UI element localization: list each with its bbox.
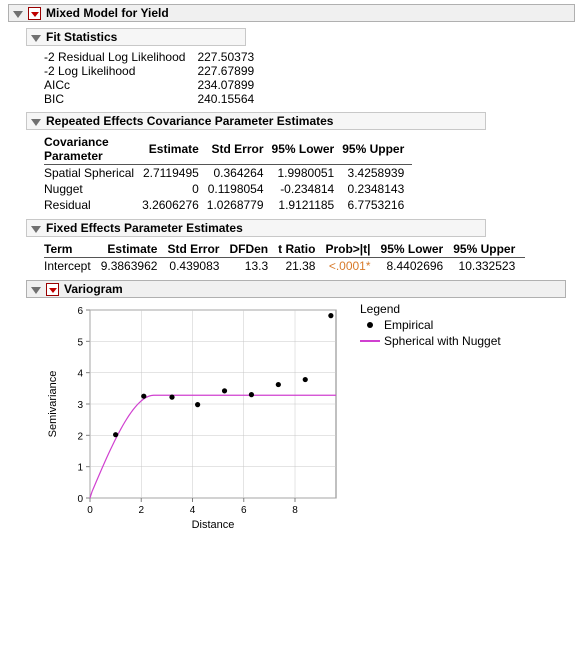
fixed-header[interactable]: Fixed Effects Parameter Estimates xyxy=(26,219,486,237)
col-dfden: DFDen xyxy=(229,241,278,258)
disclosure-icon[interactable] xyxy=(13,11,23,18)
svg-text:6: 6 xyxy=(241,505,247,516)
menu-icon[interactable] xyxy=(28,7,41,20)
legend-empirical: Empirical xyxy=(360,318,501,332)
variogram-legend: Legend Empirical Spherical with Nugget xyxy=(360,302,501,348)
main-title: Mixed Model for Yield xyxy=(46,6,169,20)
main-header[interactable]: Mixed Model for Yield xyxy=(8,4,575,22)
variogram-header[interactable]: Variogram xyxy=(26,280,566,298)
table-row: Residual3.26062761.02687791.91211856.775… xyxy=(44,197,412,213)
disclosure-icon[interactable] xyxy=(31,287,41,294)
col-tratio: t Ratio xyxy=(278,241,325,258)
col-95hi: 95% Upper xyxy=(342,134,412,165)
col-term: Term xyxy=(44,241,101,258)
svg-text:4: 4 xyxy=(190,505,196,516)
table-row: Intercept9.38639620.43908313.321.38<.000… xyxy=(44,258,525,275)
svg-text:4: 4 xyxy=(77,369,83,380)
svg-text:Distance: Distance xyxy=(192,519,235,531)
menu-icon[interactable] xyxy=(46,283,59,296)
svg-text:2: 2 xyxy=(77,431,83,442)
col-estimate: Estimate xyxy=(142,134,207,165)
fixed-table: Term Estimate Std Error DFDen t Ratio Pr… xyxy=(44,241,525,274)
svg-text:5: 5 xyxy=(77,337,83,348)
col-95lo: 95% Lower xyxy=(272,134,343,165)
svg-text:Semivariance: Semivariance xyxy=(47,371,59,438)
svg-text:0: 0 xyxy=(77,494,83,505)
disclosure-icon[interactable] xyxy=(31,119,41,126)
table-row: -2 Residual Log Likelihood227.50373 xyxy=(44,50,266,64)
svg-text:2: 2 xyxy=(138,505,144,516)
fitstats-title: Fit Statistics xyxy=(46,30,117,44)
col-covparam: Covariance Parameter xyxy=(44,134,142,165)
variogram-title: Variogram xyxy=(64,282,123,296)
col-stderror: Std Error xyxy=(207,134,272,165)
dot-icon xyxy=(367,322,373,328)
fitstats-table: -2 Residual Log Likelihood227.50373-2 Lo… xyxy=(44,50,266,106)
svg-text:3: 3 xyxy=(77,400,83,411)
svg-text:6: 6 xyxy=(77,306,83,317)
repeated-header[interactable]: Repeated Effects Covariance Parameter Es… xyxy=(26,112,486,130)
col-estimate: Estimate xyxy=(101,241,168,258)
line-icon xyxy=(360,340,380,342)
svg-text:8: 8 xyxy=(292,505,298,516)
svg-text:1: 1 xyxy=(77,463,83,474)
variogram-chart: 0 1 2 3 4 5 6 0 2 4 6 8 Distance Semivariance xyxy=(44,302,344,532)
repeated-title: Repeated Effects Covariance Parameter Es… xyxy=(46,114,333,128)
col-95hi: 95% Upper xyxy=(453,241,525,258)
disclosure-icon[interactable] xyxy=(31,226,41,233)
disclosure-icon[interactable] xyxy=(31,35,41,42)
table-row: Spatial Spherical2.71194950.3642641.9980… xyxy=(44,165,412,182)
table-row: -2 Log Likelihood227.67899 xyxy=(44,64,266,78)
table-row: BIC240.15564 xyxy=(44,92,266,106)
svg-text:0: 0 xyxy=(87,505,93,516)
col-stderror: Std Error xyxy=(167,241,229,258)
legend-model: Spherical with Nugget xyxy=(360,334,501,348)
fixed-title: Fixed Effects Parameter Estimates xyxy=(46,221,243,235)
legend-title: Legend xyxy=(360,302,501,316)
table-row: AICc234.07899 xyxy=(44,78,266,92)
fitstats-header[interactable]: Fit Statistics xyxy=(26,28,246,46)
table-row: Nugget00.1198054-0.2348140.2348143 xyxy=(44,181,412,197)
col-95lo: 95% Lower xyxy=(381,241,454,258)
repeated-table: Covariance Parameter Estimate Std Error … xyxy=(44,134,412,213)
col-prob: Prob>|t| xyxy=(325,241,380,258)
